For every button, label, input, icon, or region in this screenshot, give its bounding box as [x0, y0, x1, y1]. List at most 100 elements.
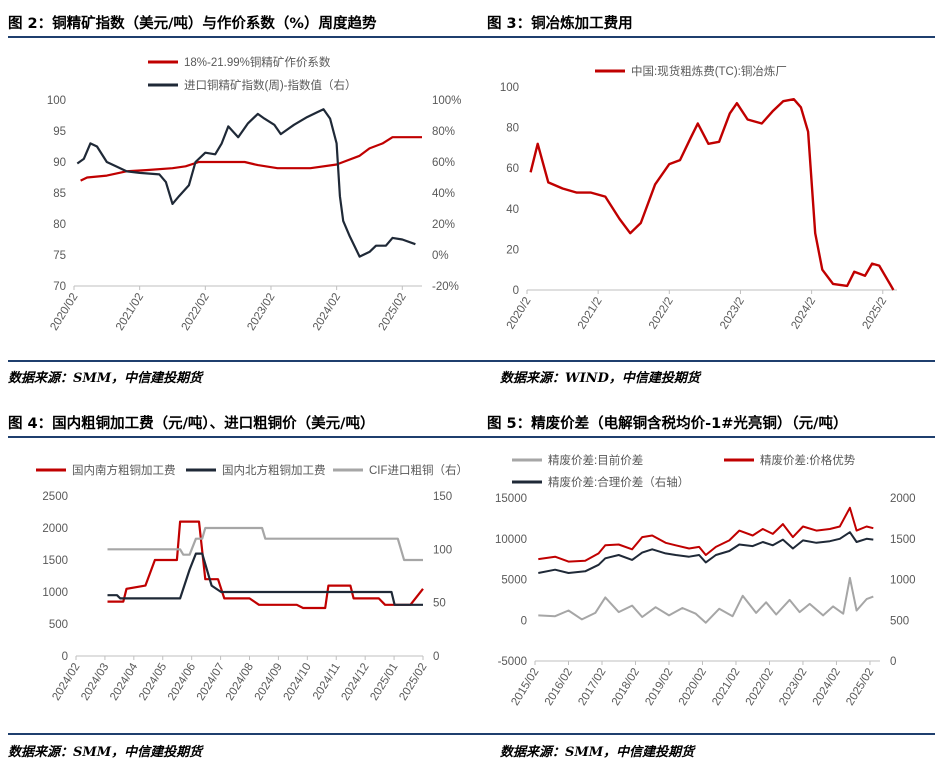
x-tick-label: 2023/2 — [718, 295, 747, 331]
y-left-tick-label: 80 — [506, 123, 519, 135]
y-left-tick-label: 20 — [506, 244, 519, 256]
chart-fig5: -5000 0 5000 10000 15000 0 500 1000 1500 2000 2015… — [495, 453, 916, 708]
x-tick-label: 2024/05 — [137, 661, 169, 703]
y-right-tick-label: 2000 — [890, 493, 916, 505]
y-left-tick-label: 100 — [47, 95, 66, 107]
title-divider-top — [8, 36, 935, 38]
y-left-tick-label: 0 — [513, 285, 519, 297]
series-line-1 — [80, 136, 422, 182]
y-right-tick-label: 40% — [432, 188, 455, 200]
legend-label-1: 中国:现货粗炼费(TC):铜冶炼厂 — [631, 64, 787, 78]
y-right-tick-label: 0 — [890, 656, 896, 668]
series-line-3 — [107, 526, 423, 562]
x-tick-label: 2025/02 — [397, 661, 429, 703]
x-tick-label: 2025/2 — [860, 295, 889, 331]
x-tick-label: 2024/06 — [166, 661, 198, 703]
x-tick-label: 2024/10 — [282, 661, 314, 703]
source-fig2: 数据来源：SMM，中信建投期货 — [8, 371, 203, 386]
y-left-tick-label: 100 — [500, 82, 519, 94]
y-left-tick-label: 90 — [53, 157, 66, 169]
x-tick-label: 2025/02 — [377, 291, 409, 333]
x-tick-label: 2024/02 — [311, 291, 343, 333]
x-tick-label: 2017/02 — [576, 666, 608, 708]
y-left-tick-label: 40 — [506, 204, 519, 216]
x-tick-label: 2024/09 — [253, 661, 285, 703]
y-right-tick-label: 1000 — [890, 575, 916, 587]
chart-fig3: 0 20 40 60 80 100 2020/2 2021/2 2022/2 2023/2 2024… — [500, 64, 897, 331]
series-line-2 — [76, 108, 416, 258]
y-right-tick-label: 50 — [433, 598, 446, 610]
series-line-1 — [107, 520, 424, 610]
source-divider-top — [8, 360, 935, 362]
y-left-tick-label: 0 — [62, 651, 68, 663]
legend-label-1: 国内南方粗铜加工费 — [72, 463, 176, 477]
series-line-3 — [538, 531, 874, 574]
y-right-tick-label: 20% — [432, 219, 455, 231]
y-left-tick-label: 85 — [53, 188, 66, 200]
x-tick-label: 2024/07 — [195, 661, 227, 703]
y-left-tick-label: 5000 — [501, 575, 527, 587]
title-divider-bottom — [8, 436, 935, 438]
y-left-tick-label: 70 — [53, 281, 66, 293]
x-tick-label: 2020/02 — [677, 666, 709, 708]
y-left-tick-label: 2500 — [42, 491, 68, 503]
y-right-tick-label: 80% — [432, 126, 455, 138]
series-line-1 — [538, 576, 874, 624]
x-tick-label: 2020/02 — [48, 291, 80, 333]
chart-fig2: 70 75 80 85 90 95 100 -20% 0% 20% 40% 60% 80% 100% 202… — [47, 55, 462, 333]
y-right-tick-label: 100 — [433, 544, 452, 556]
y-left-tick-label: 500 — [49, 619, 68, 631]
legend-label-1: 精废价差:目前价差 — [548, 453, 643, 467]
legend-label-3: 精废价差:合理价差（右轴） — [548, 475, 689, 489]
source-divider-bottom — [8, 733, 935, 735]
y-left-tick-label: 2000 — [42, 523, 68, 535]
source-fig3: 数据来源：WIND，中信建投期货 — [500, 371, 700, 386]
y-left-tick-label: 15000 — [495, 493, 527, 505]
y-left-tick-label: 60 — [506, 163, 519, 175]
y-left-tick-label: 1500 — [42, 555, 68, 567]
y-right-tick-label: 1500 — [890, 534, 916, 546]
y-right-tick-label: 100% — [432, 95, 461, 107]
x-tick-label: 2022/02 — [180, 291, 212, 333]
source-fig5: 数据来源：SMM，中信建投期货 — [500, 745, 695, 760]
series-line-2 — [538, 506, 874, 563]
y-left-tick-label: 95 — [53, 126, 66, 138]
y-left-tick-label: -5000 — [498, 656, 527, 668]
x-tick-label: 2024/03 — [79, 661, 111, 703]
chart-fig4: 050010001500200025000501001502024/022024… — [36, 463, 468, 703]
x-tick-label: 2015/02 — [509, 666, 541, 708]
y-right-tick-label: 0% — [432, 250, 449, 262]
x-tick-label: 2024/11 — [311, 661, 343, 702]
y-right-tick-label: 60% — [432, 157, 455, 169]
y-left-tick-label: 80 — [53, 219, 66, 231]
y-left-tick-label: 1000 — [42, 587, 68, 599]
legend-label-2: 精废价差:价格优势 — [760, 453, 856, 467]
legend-label-1: 18%-21.99%铜精矿作价系数 — [184, 55, 331, 69]
x-tick-label: 2021/02 — [710, 666, 742, 708]
x-tick-label: 2023/02 — [245, 291, 277, 333]
x-tick-label: 2024/2 — [789, 295, 818, 331]
x-tick-label: 2020/2 — [505, 295, 534, 331]
series-line-1 — [529, 98, 895, 291]
chart-title-fig4: 图 4：国内粗铜加工费（元/吨）、进口粗铜价（美元/吨） — [8, 416, 375, 432]
y-right-tick-label: -20% — [432, 281, 459, 293]
y-right-tick-label: 500 — [890, 615, 909, 627]
x-tick-label: 2023/02 — [777, 666, 809, 708]
x-tick-label: 2018/02 — [610, 666, 642, 708]
chart-title-fig3: 图 3：铜冶炼加工费用 — [487, 16, 633, 32]
x-tick-label: 2025/02 — [844, 666, 876, 708]
x-tick-label: 2016/02 — [543, 666, 575, 708]
source-fig4: 数据来源：SMM，中信建投期货 — [8, 745, 203, 760]
x-tick-label: 2025/01 — [368, 661, 400, 703]
y-right-tick-label: 0 — [433, 651, 439, 663]
x-tick-label: 2024/04 — [108, 661, 141, 703]
legend-label-3: CIF进口粗铜（右） — [369, 463, 468, 477]
x-tick-label: 2022/02 — [744, 666, 776, 708]
x-tick-label: 2024/02 — [50, 661, 82, 703]
chart-title-fig2: 图 2：铜精矿指数（美元/吨）与作价系数（%）周度趋势 — [8, 16, 377, 32]
x-tick-label: 2021/02 — [114, 291, 146, 333]
x-tick-label: 2024/12 — [340, 661, 372, 703]
y-left-tick-label: 0 — [521, 615, 527, 627]
x-tick-label: 2024/02 — [811, 666, 843, 708]
x-tick-label: 2024/08 — [224, 661, 256, 703]
